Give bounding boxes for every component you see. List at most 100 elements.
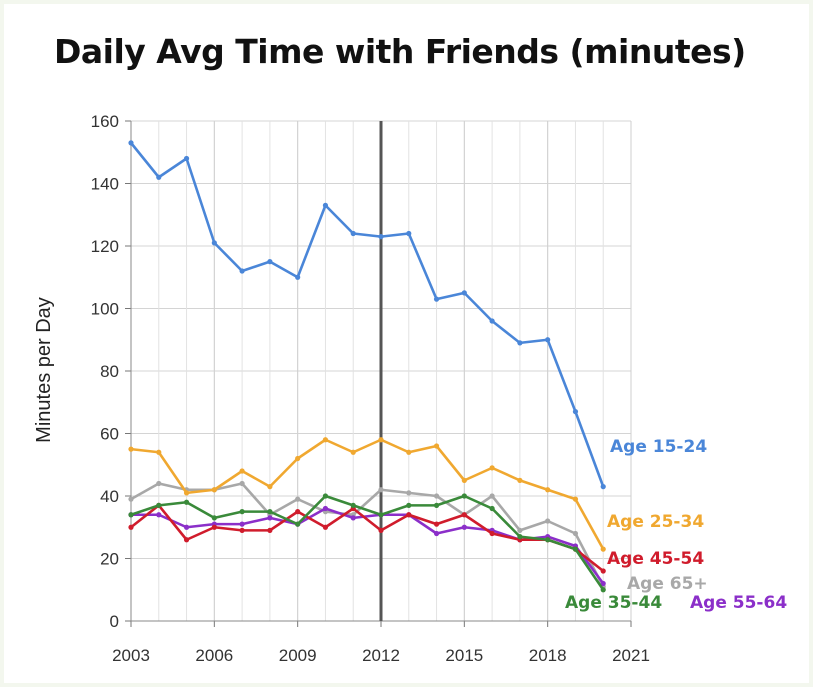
data-point-age-65- bbox=[295, 496, 301, 502]
data-point-age-65- bbox=[517, 527, 523, 533]
data-point-age-65- bbox=[489, 493, 495, 499]
y-tick-label: 60 bbox=[100, 425, 119, 444]
data-point-age-45-54 bbox=[295, 509, 301, 515]
data-point-age-25-34 bbox=[406, 449, 412, 455]
data-point-age-35-44 bbox=[378, 512, 384, 518]
data-point-age-25-34 bbox=[211, 487, 217, 493]
x-tick-label: 2021 bbox=[612, 646, 650, 665]
data-point-age-25-34 bbox=[545, 487, 551, 493]
data-point-age-15-24 bbox=[239, 268, 245, 274]
data-point-age-65- bbox=[239, 480, 245, 487]
data-point-age-45-54 bbox=[433, 521, 440, 527]
data-point-age-35-44 bbox=[545, 537, 551, 543]
data-point-age-15-24 bbox=[128, 140, 134, 146]
data-point-age-25-34 bbox=[461, 477, 467, 483]
data-point-age-15-24 bbox=[211, 240, 217, 246]
data-point-age-25-34 bbox=[267, 484, 273, 490]
data-point-age-15-24 bbox=[267, 259, 273, 265]
data-point-age-15-24 bbox=[406, 230, 412, 237]
series-line-age-25-34 bbox=[130, 438, 605, 550]
data-point-age-25-34 bbox=[295, 455, 301, 462]
data-point-age-35-44 bbox=[517, 534, 523, 540]
chart-title: Daily Avg Time with Friends (minutes) bbox=[54, 32, 746, 71]
data-point-age-15-24 bbox=[378, 234, 384, 240]
data-point-age-45-54 bbox=[461, 512, 467, 518]
data-point-age-25-34 bbox=[183, 490, 190, 496]
x-tick-label: 2012 bbox=[362, 646, 400, 665]
data-point-age-25-34 bbox=[517, 477, 523, 483]
y-tick-label: 120 bbox=[91, 237, 119, 256]
data-point-age-15-24 bbox=[350, 230, 356, 237]
data-point-age-15-24 bbox=[322, 202, 329, 208]
series-line-age-45-54 bbox=[130, 504, 605, 573]
y-tick-label: 140 bbox=[91, 175, 119, 194]
y-axis-label: Minutes per Day bbox=[33, 297, 55, 443]
series-labels: Age 15-24 Age 25-34 Age 35-44 Age 45-54 Age … bbox=[565, 437, 787, 613]
data-point-age-15-24 bbox=[183, 155, 190, 162]
y-tick-label: 100 bbox=[91, 300, 119, 319]
y-tick-label: 160 bbox=[91, 112, 119, 131]
data-point-age-35-44 bbox=[433, 502, 440, 508]
y-tick-label: 0 bbox=[110, 612, 119, 631]
data-point-age-15-24 bbox=[156, 174, 162, 180]
data-point-age-25-34 bbox=[239, 468, 245, 474]
data-point-age-45-54 bbox=[267, 527, 273, 533]
data-point-age-35-44 bbox=[295, 521, 301, 527]
data-point-age-15-24 bbox=[295, 274, 301, 280]
data-point-age-25-34 bbox=[322, 437, 329, 443]
series-label-age-65-: Age 65+ bbox=[627, 574, 708, 594]
y-tick-label: 40 bbox=[100, 487, 119, 506]
series-lines bbox=[128, 140, 606, 593]
series-line-age-15-24 bbox=[129, 142, 605, 488]
chart-frame: Daily Avg Time with Friends (minutes) bbox=[4, 4, 809, 683]
data-point-age-55-64 bbox=[183, 524, 190, 530]
data-point-age-45-54 bbox=[322, 524, 329, 530]
data-point-age-15-24 bbox=[517, 340, 523, 346]
series-label-age-25-34: Age 25-34 bbox=[607, 512, 704, 532]
data-point-age-65- bbox=[156, 480, 162, 487]
data-point-age-45-54 bbox=[183, 537, 190, 543]
data-point-age-25-34 bbox=[600, 546, 606, 552]
data-point-age-35-44 bbox=[572, 546, 579, 552]
data-point-age-35-44 bbox=[322, 493, 329, 499]
data-point-age-35-44 bbox=[267, 509, 273, 515]
x-tick-label: 2018 bbox=[529, 646, 567, 665]
data-point-age-15-24 bbox=[461, 290, 467, 296]
x-tick-label: 2009 bbox=[279, 646, 317, 665]
data-point-age-15-24 bbox=[545, 337, 551, 343]
data-point-age-35-44 bbox=[461, 493, 467, 499]
data-point-age-45-54 bbox=[128, 524, 134, 530]
data-point-age-35-44 bbox=[183, 499, 190, 505]
data-point-age-15-24 bbox=[489, 318, 495, 324]
axes: 0 20 40 60 80 100 120 140 160 2003 2006 2009 2012 201… bbox=[91, 112, 650, 665]
data-point-age-45-54 bbox=[600, 568, 606, 574]
data-point-age-25-34 bbox=[350, 449, 356, 455]
data-point-age-55-64 bbox=[239, 521, 245, 527]
x-tick-label: 2003 bbox=[112, 646, 150, 665]
data-point-age-55-64 bbox=[322, 505, 329, 512]
series-label-age-15-24: Age 15-24 bbox=[610, 437, 707, 457]
y-tick-label: 80 bbox=[100, 362, 119, 381]
data-point-age-35-44 bbox=[156, 502, 162, 508]
data-point-age-65- bbox=[433, 493, 440, 499]
x-tick-label: 2006 bbox=[195, 646, 233, 665]
data-point-age-25-34 bbox=[128, 446, 134, 452]
data-point-age-35-44 bbox=[128, 512, 134, 518]
data-point-age-15-24 bbox=[572, 409, 579, 415]
data-point-age-65- bbox=[572, 530, 579, 537]
data-point-age-45-54 bbox=[406, 512, 412, 518]
data-point-age-25-34 bbox=[156, 449, 162, 455]
x-tick-label: 2015 bbox=[445, 646, 483, 665]
data-point-age-65- bbox=[406, 490, 412, 496]
data-point-age-65- bbox=[378, 487, 384, 493]
data-point-age-55-64 bbox=[350, 515, 356, 521]
data-point-age-45-54 bbox=[378, 527, 384, 533]
data-point-age-55-64 bbox=[433, 530, 440, 537]
data-point-age-35-44 bbox=[406, 502, 412, 508]
data-point-age-65- bbox=[545, 518, 551, 524]
data-point-age-55-64 bbox=[461, 524, 467, 530]
y-tick-label: 20 bbox=[100, 550, 119, 569]
data-point-age-35-44 bbox=[489, 505, 495, 512]
data-point-age-35-44 bbox=[600, 587, 606, 593]
